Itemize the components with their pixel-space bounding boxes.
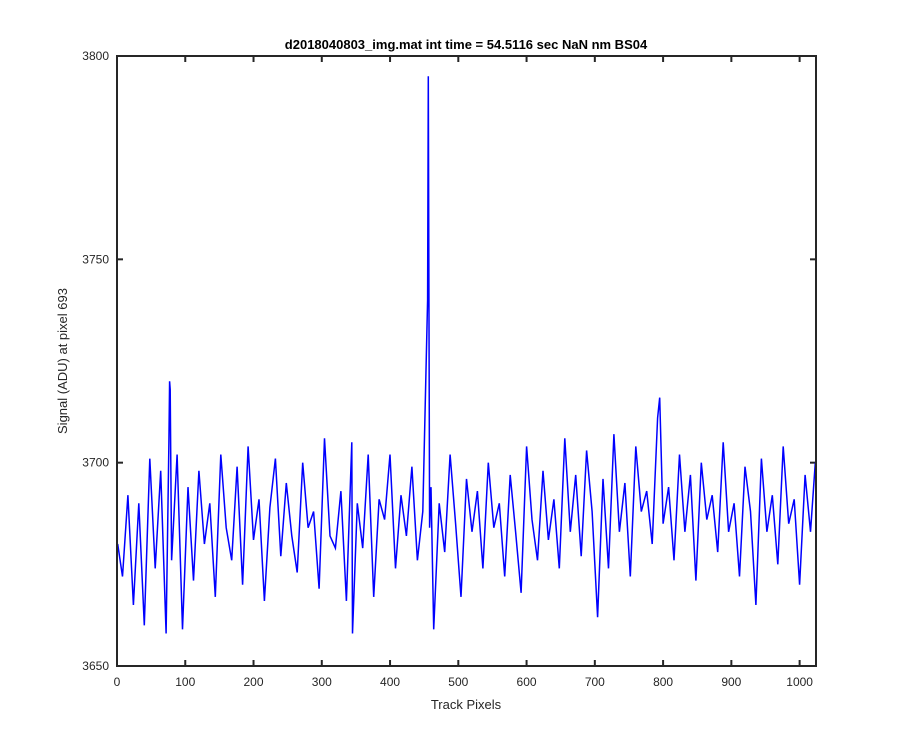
x-tick-label: 700 bbox=[585, 675, 605, 689]
y-tick-label: 3800 bbox=[82, 49, 109, 63]
x-tick-label: 200 bbox=[244, 675, 264, 689]
x-axis: 0 100 200 300 400 500 600 700 800 900 1000 bbox=[114, 56, 813, 689]
x-tick-label: 400 bbox=[380, 675, 400, 689]
plot-area-background bbox=[117, 56, 816, 666]
x-tick-label: 900 bbox=[721, 675, 741, 689]
y-tick-label: 3750 bbox=[82, 252, 109, 266]
y-tick-label: 3700 bbox=[82, 456, 109, 470]
x-tick-label: 600 bbox=[517, 675, 537, 689]
y-tick-label: 3650 bbox=[82, 659, 109, 673]
series-layer bbox=[116, 76, 817, 634]
chart-title: d2018040803_img.mat int time = 54.5116 s… bbox=[285, 37, 648, 52]
x-tick-label: 0 bbox=[114, 675, 121, 689]
x-tick-label: 1000 bbox=[786, 675, 813, 689]
y-axis-label: Signal (ADU) at pixel 693 bbox=[55, 288, 70, 434]
plot-area-frame bbox=[116, 55, 817, 667]
signal-series-line bbox=[116, 76, 817, 634]
x-tick-label: 800 bbox=[653, 675, 673, 689]
x-tick-label: 100 bbox=[175, 675, 195, 689]
x-axis-label: Track Pixels bbox=[431, 697, 502, 712]
x-tick-label: 500 bbox=[448, 675, 468, 689]
x-tick-label: 300 bbox=[312, 675, 332, 689]
